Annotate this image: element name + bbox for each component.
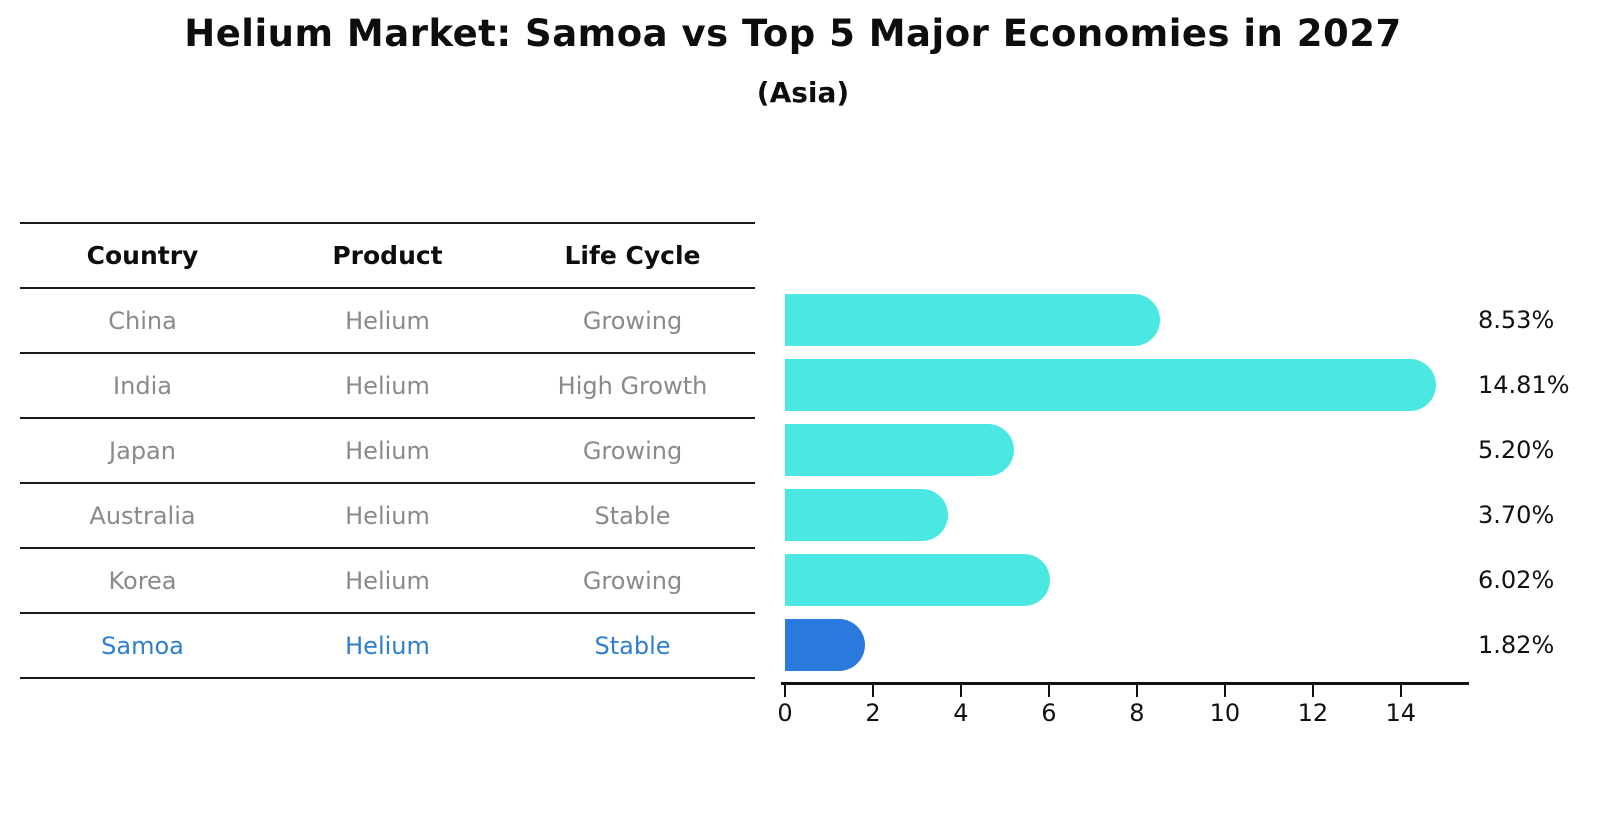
cell-country: Australia	[89, 501, 196, 530]
cell-life-cycle: Stable	[594, 501, 671, 530]
cell-life-cycle: Growing	[582, 566, 683, 595]
x-tick-label: 8	[1129, 699, 1145, 727]
x-tick-label: 2	[865, 699, 881, 727]
cell-life-cycle: Growing	[582, 436, 683, 465]
column-header-life-cycle: Life Cycle	[564, 241, 701, 270]
x-tick	[1135, 685, 1138, 697]
value-label-australia: 3.70%	[1478, 501, 1555, 529]
value-label-china: 8.53%	[1478, 306, 1555, 334]
chart-subtitle: (Asia)	[756, 76, 850, 109]
cell-life-cycle: Growing	[582, 306, 683, 335]
bar-japan	[785, 424, 1014, 476]
table-row-india: India Helium High Growth	[20, 352, 755, 417]
table-row-samoa: Samoa Helium Stable	[20, 612, 755, 677]
cell-country: India	[113, 371, 172, 400]
x-axis-line	[781, 682, 1469, 685]
value-label-samoa: 1.82%	[1478, 631, 1555, 659]
column-header-country: Country	[86, 241, 199, 270]
x-tick	[959, 685, 962, 697]
value-label-japan: 5.20%	[1478, 436, 1555, 464]
table-header-row: Country Product Life Cycle	[20, 222, 755, 287]
cell-country: China	[108, 306, 177, 335]
cell-product: Helium	[345, 566, 430, 595]
cell-life-cycle: Stable	[594, 631, 671, 660]
x-tick	[1047, 685, 1050, 697]
column-header-product: Product	[332, 241, 443, 270]
x-tick-label: 12	[1297, 699, 1329, 727]
cell-product: Helium	[345, 306, 430, 335]
bar-korea	[785, 554, 1050, 606]
x-tick-label: 4	[953, 699, 969, 727]
table-row-australia: Australia Helium Stable	[20, 482, 755, 547]
value-label-korea: 6.02%	[1478, 566, 1555, 594]
cell-product: Helium	[345, 371, 430, 400]
x-tick-label: 10	[1209, 699, 1241, 727]
x-tick-label: 0	[777, 699, 793, 727]
table-row-japan: Japan Helium Growing	[20, 417, 755, 482]
x-tick-label: 6	[1041, 699, 1057, 727]
bar-samoa	[785, 619, 866, 671]
x-tick	[784, 685, 786, 697]
cell-product: Helium	[345, 631, 430, 660]
cell-country: Japan	[109, 436, 176, 465]
cell-country: Samoa	[101, 631, 184, 660]
cell-life-cycle: High Growth	[557, 371, 708, 400]
bar-australia	[785, 489, 948, 541]
comparison-table: Country Product Life Cycle China Helium …	[20, 222, 755, 679]
bar-china	[785, 294, 1161, 346]
cell-country: Korea	[108, 566, 177, 595]
x-tick	[1223, 685, 1226, 697]
table-row-china: China Helium Growing	[20, 287, 755, 352]
x-tick	[871, 685, 874, 697]
chart-title: Helium Market: Samoa vs Top 5 Major Econ…	[184, 12, 1402, 55]
x-tick-label: 14	[1385, 699, 1417, 727]
x-tick	[1311, 685, 1314, 697]
cell-product: Helium	[345, 501, 430, 530]
x-tick	[1399, 685, 1402, 697]
table-row-korea: Korea Helium Growing	[20, 547, 755, 612]
bar-india	[785, 359, 1437, 411]
cell-product: Helium	[345, 436, 430, 465]
value-label-india: 14.81%	[1478, 371, 1570, 399]
